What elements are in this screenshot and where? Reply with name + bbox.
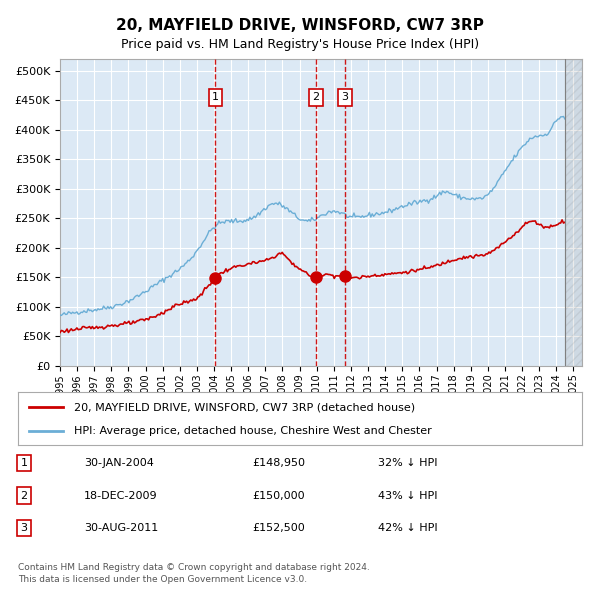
Text: 1: 1 [212,93,219,102]
Text: 32% ↓ HPI: 32% ↓ HPI [378,458,437,468]
Text: 1: 1 [20,458,28,468]
Text: 2: 2 [313,93,320,102]
Text: Price paid vs. HM Land Registry's House Price Index (HPI): Price paid vs. HM Land Registry's House … [121,38,479,51]
Text: 2: 2 [20,491,28,500]
Text: 42% ↓ HPI: 42% ↓ HPI [378,523,437,533]
Text: 20, MAYFIELD DRIVE, WINSFORD, CW7 3RP: 20, MAYFIELD DRIVE, WINSFORD, CW7 3RP [116,18,484,32]
Text: 30-JAN-2004: 30-JAN-2004 [84,458,154,468]
Text: 3: 3 [341,93,349,102]
Text: £150,000: £150,000 [252,491,305,500]
Text: 3: 3 [20,523,28,533]
Text: Contains HM Land Registry data © Crown copyright and database right 2024.: Contains HM Land Registry data © Crown c… [18,563,370,572]
Text: 30-AUG-2011: 30-AUG-2011 [84,523,158,533]
Text: This data is licensed under the Open Government Licence v3.0.: This data is licensed under the Open Gov… [18,575,307,584]
Text: 20, MAYFIELD DRIVE, WINSFORD, CW7 3RP (detached house): 20, MAYFIELD DRIVE, WINSFORD, CW7 3RP (d… [74,402,416,412]
Text: £148,950: £148,950 [252,458,305,468]
Text: 18-DEC-2009: 18-DEC-2009 [84,491,158,500]
Text: 43% ↓ HPI: 43% ↓ HPI [378,491,437,500]
Text: £152,500: £152,500 [252,523,305,533]
Text: HPI: Average price, detached house, Cheshire West and Chester: HPI: Average price, detached house, Ches… [74,425,432,435]
